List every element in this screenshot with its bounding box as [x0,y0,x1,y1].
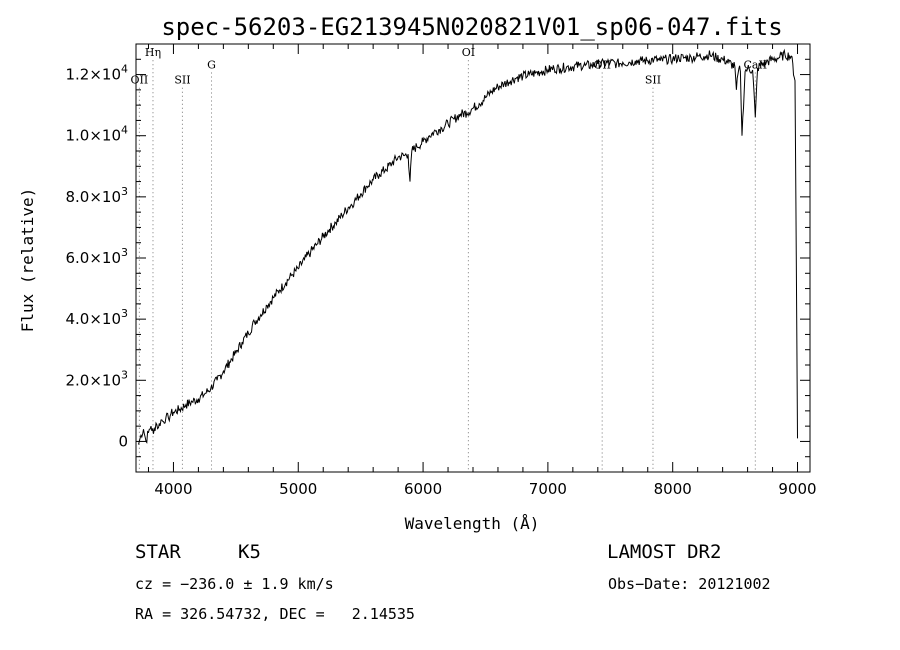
x-tick-label: 5000 [279,480,317,498]
spectral-line-label: SII [645,74,661,87]
survey-text: LAMOST DR2 [607,541,722,563]
y-tick-label: 1.0×104 [65,124,128,145]
y-tick-label: 6.0×103 [65,246,128,267]
y-tick-label: 0 [118,432,128,450]
obs-date-text: Obs−Date: 20121002 [608,575,771,593]
spectral-line-label: OI [462,46,475,59]
x-tick-label: 8000 [654,480,692,498]
y-tick-label: 8.0×103 [65,185,128,206]
spectral-line-label: OII [131,74,149,87]
spectral-line-label: SII [174,74,190,87]
y-tick-label: 1.2×104 [65,63,128,84]
redshift-text: cz = −236.0 ± 1.9 km/s [135,575,334,593]
y-tick-label: 4.0×103 [65,307,128,328]
x-axis-label: Wavelength (Å) [405,514,540,533]
object-class-text: STAR [135,541,181,563]
spectral-line-label: Hη [145,46,161,59]
subclass-text: K5 [238,541,261,563]
y-axis-label: Flux (relative) [18,188,37,333]
y-axis-ticks: 0 2.0×103 4.0×103 6.0×103 8.0×103 1.0×104 1.2×… [65,58,810,458]
coordinates-text: RA = 326.54732, DEC = 2.14535 [135,605,415,623]
chart-title: spec-56203-EG213945N020821V01_sp06-047.f… [161,13,782,41]
x-tick-label: 7000 [529,480,567,498]
y-tick-label: 2.0×103 [65,368,128,389]
spectral-line-label: G [207,58,216,71]
x-tick-label: 9000 [778,480,816,498]
x-tick-label: 6000 [404,480,442,498]
x-axis-ticks: 4000 5000 6000 7000 8000 9000 [147,44,817,498]
spectrum-series-line [138,48,798,445]
x-tick-label: 4000 [154,480,192,498]
